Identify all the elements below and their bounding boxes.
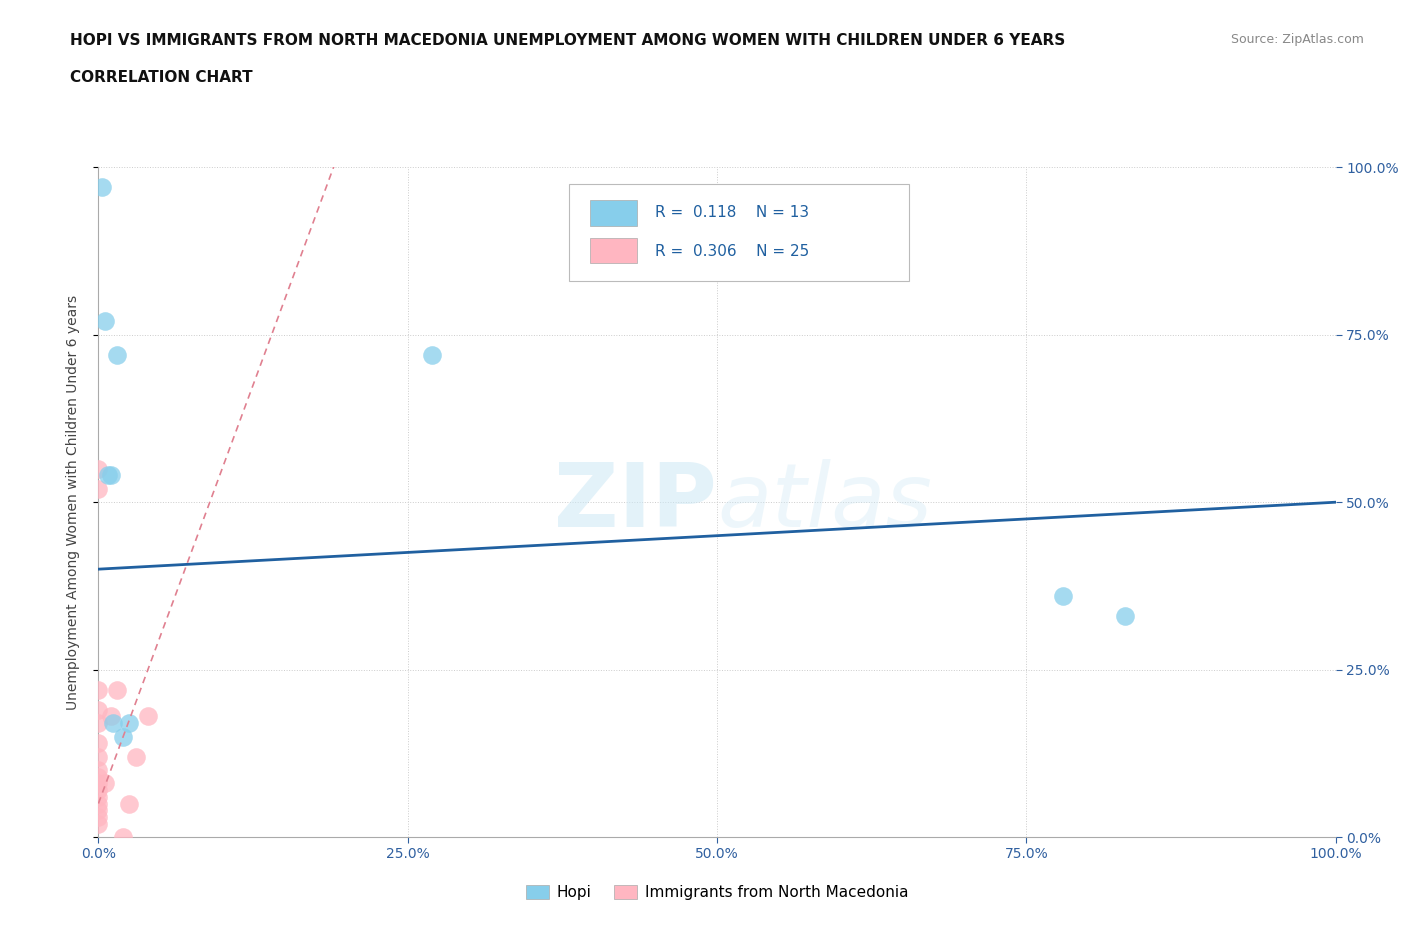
Point	[87, 809, 110, 824]
Point	[87, 763, 110, 777]
Point	[91, 180, 114, 195]
Point	[118, 796, 141, 811]
FancyBboxPatch shape	[589, 238, 637, 263]
Point	[87, 482, 110, 497]
Point	[97, 468, 120, 483]
Point	[124, 750, 146, 764]
Point	[105, 348, 128, 363]
Point	[105, 683, 128, 698]
Point	[93, 776, 115, 790]
Point	[1114, 608, 1136, 623]
Point	[87, 796, 110, 811]
Point	[87, 683, 110, 698]
Point	[1052, 589, 1074, 604]
Point	[112, 830, 135, 844]
Text: CORRELATION CHART: CORRELATION CHART	[70, 70, 253, 85]
Y-axis label: Unemployment Among Women with Children Under 6 years: Unemployment Among Women with Children U…	[66, 295, 80, 710]
Legend: Hopi, Immigrants from North Macedonia: Hopi, Immigrants from North Macedonia	[520, 879, 914, 907]
Text: Source: ZipAtlas.com: Source: ZipAtlas.com	[1230, 33, 1364, 46]
FancyBboxPatch shape	[589, 200, 637, 226]
Text: atlas: atlas	[717, 459, 932, 545]
Point	[87, 702, 110, 717]
Text: HOPI VS IMMIGRANTS FROM NORTH MACEDONIA UNEMPLOYMENT AMONG WOMEN WITH CHILDREN U: HOPI VS IMMIGRANTS FROM NORTH MACEDONIA …	[70, 33, 1066, 47]
Point	[87, 817, 110, 831]
Point	[112, 729, 135, 744]
Text: R =  0.306    N = 25: R = 0.306 N = 25	[655, 244, 810, 259]
Point	[87, 750, 110, 764]
Point	[93, 314, 115, 329]
Point	[87, 803, 110, 817]
Point	[118, 716, 141, 731]
Point	[87, 716, 110, 731]
Point	[100, 468, 122, 483]
Text: R =  0.118    N = 13: R = 0.118 N = 13	[655, 206, 810, 220]
Point	[422, 348, 444, 363]
Text: ZIP: ZIP	[554, 458, 717, 546]
Point	[100, 709, 122, 724]
Point	[87, 783, 110, 798]
Point	[87, 461, 110, 476]
Point	[87, 736, 110, 751]
Point	[87, 790, 110, 804]
Point	[87, 769, 110, 784]
FancyBboxPatch shape	[568, 184, 908, 281]
Point	[103, 716, 125, 731]
Point	[87, 776, 110, 790]
Point	[136, 709, 159, 724]
